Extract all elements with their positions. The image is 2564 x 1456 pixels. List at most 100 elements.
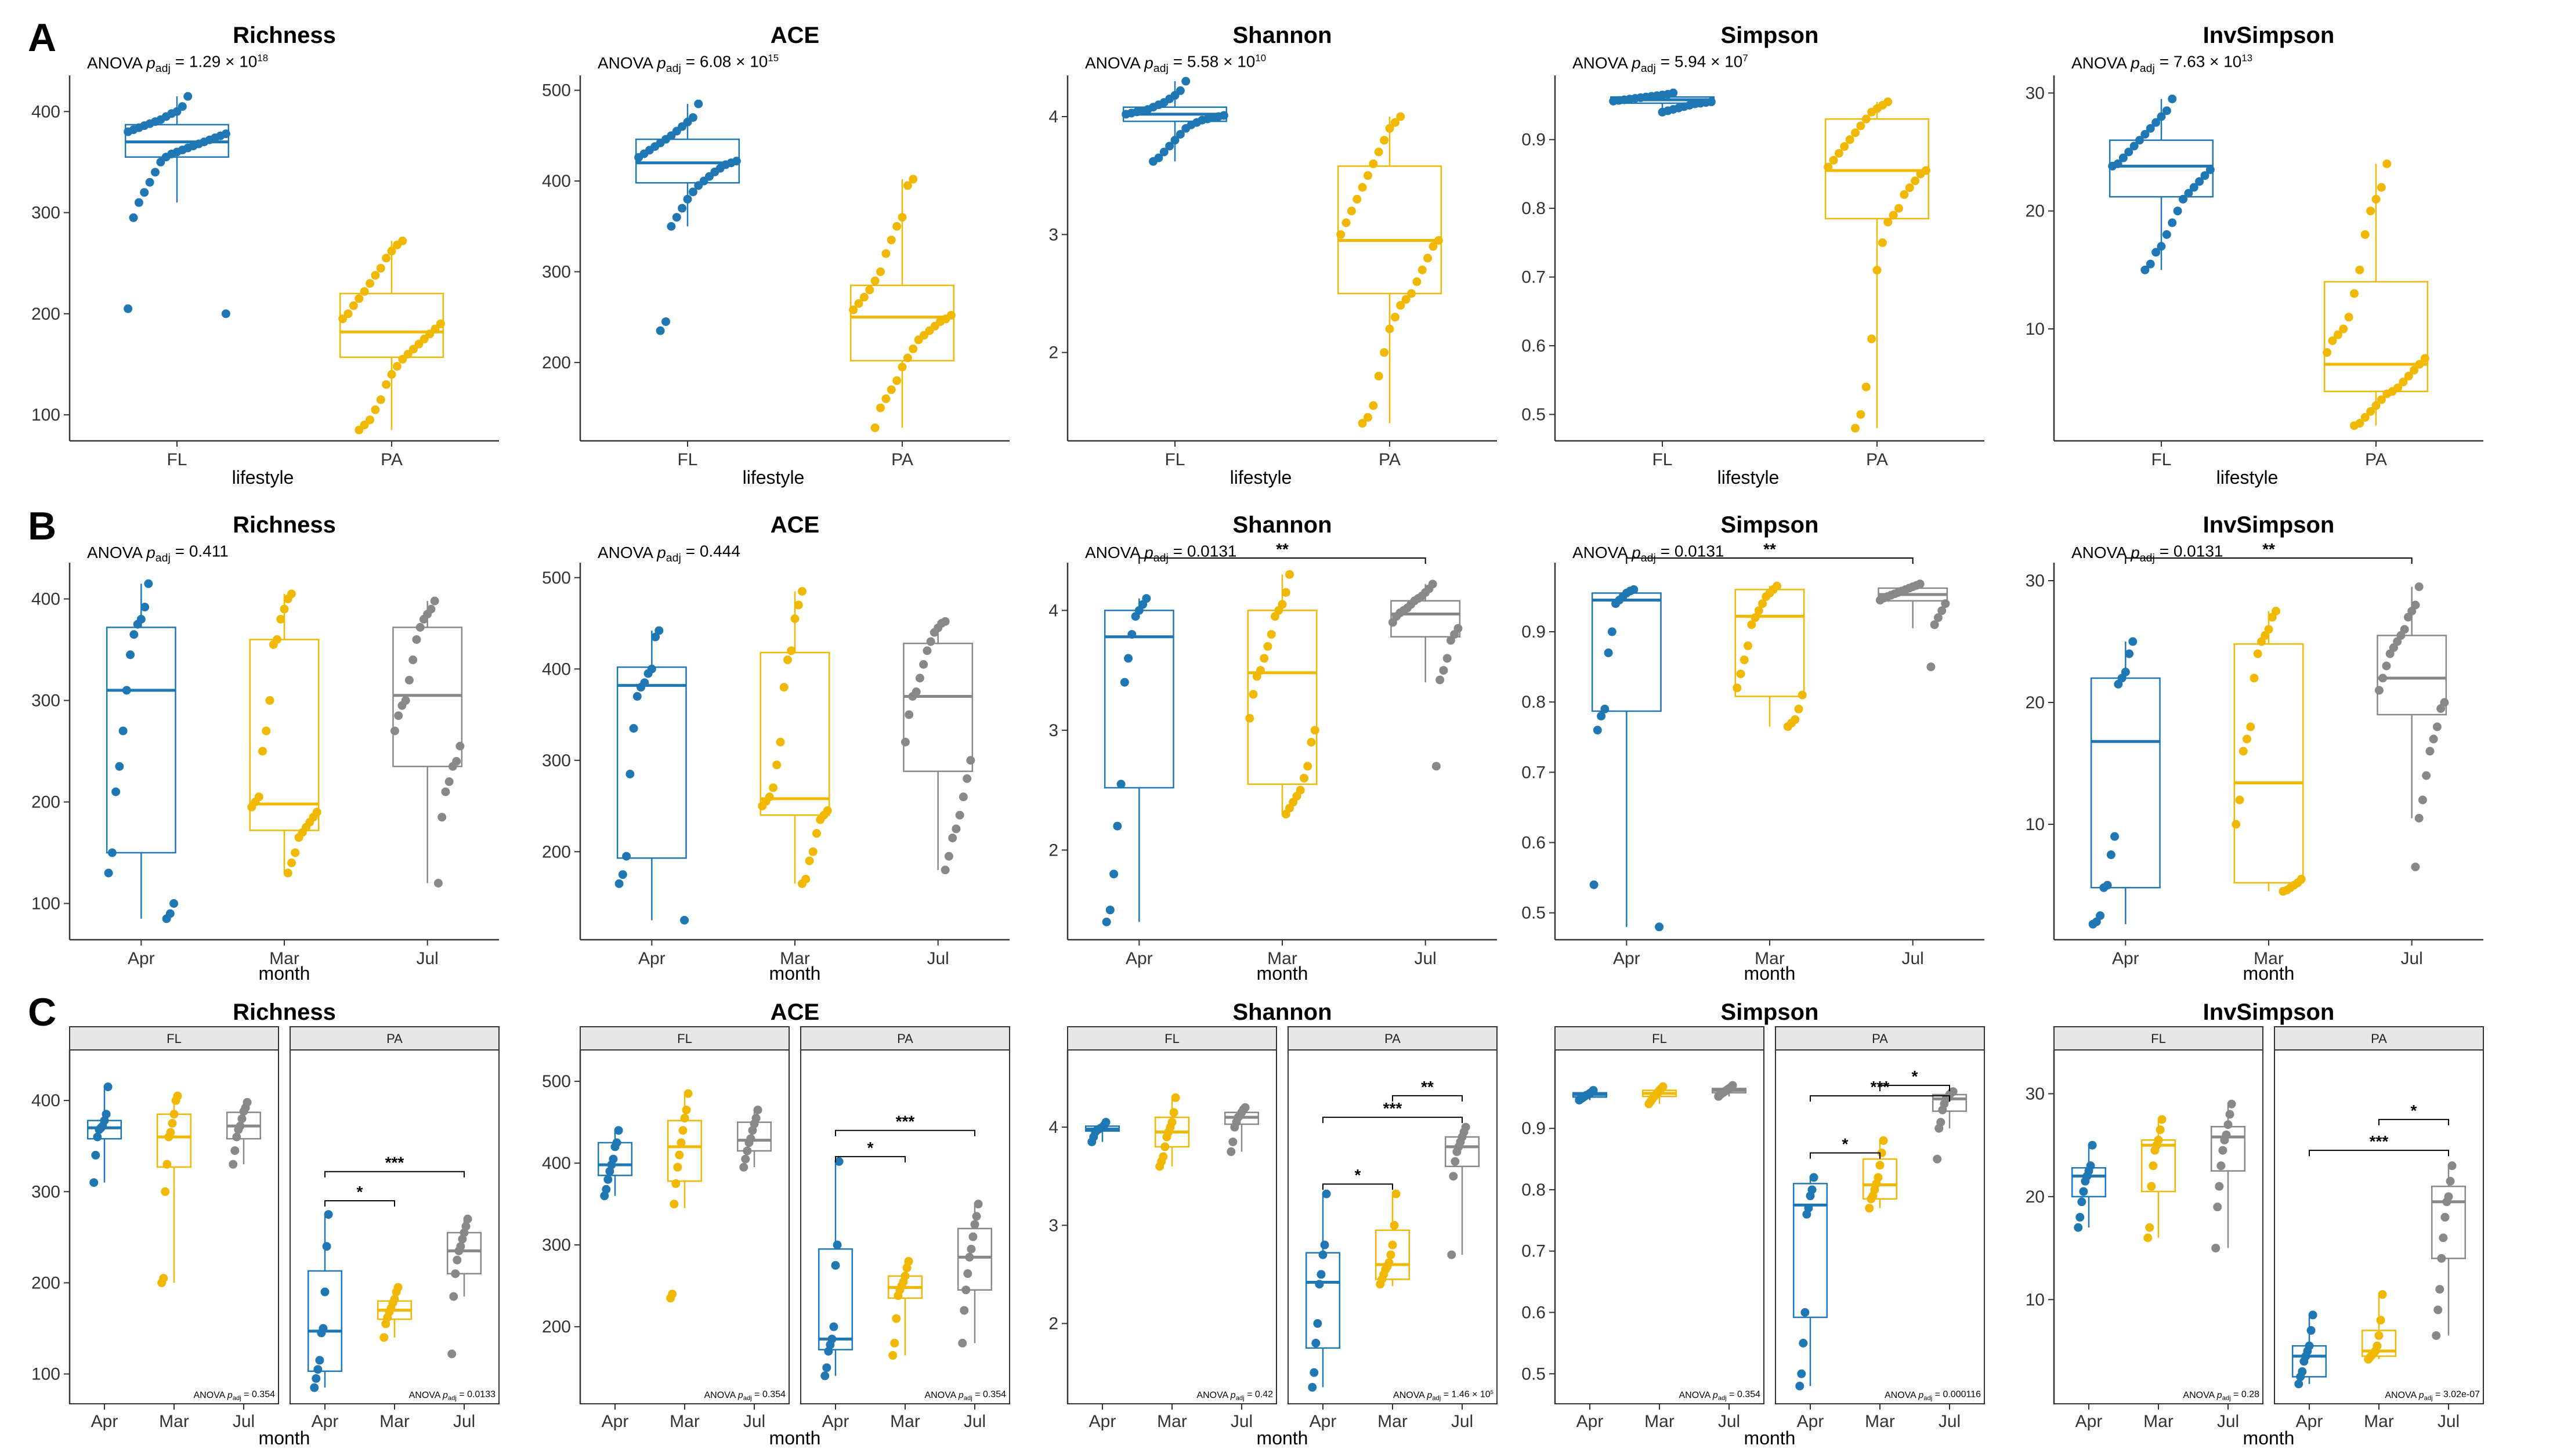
data-point: [1388, 618, 1397, 627]
data-point: [448, 762, 457, 771]
x-tick-label: Jul: [2400, 949, 2422, 968]
data-point: [1165, 142, 1174, 151]
data-point: [156, 157, 165, 166]
data-point: [2296, 1372, 2305, 1381]
y-tick-label: 4: [1048, 1118, 1058, 1137]
significance-bracket: [1810, 1095, 1950, 1102]
data-point: [89, 1178, 99, 1187]
anova-label: ANOVA padj = 3.02e-07: [2385, 1390, 2480, 1402]
data-point: [1794, 704, 1803, 713]
data-point: [2382, 389, 2392, 399]
data-point: [118, 726, 128, 736]
data-point: [2081, 1176, 2090, 1186]
data-point: [903, 353, 912, 363]
data-point: [1941, 599, 1950, 609]
data-point: [2422, 771, 2431, 780]
data-point: [1260, 654, 1269, 663]
data-point: [952, 824, 961, 834]
data-point: [2339, 324, 2348, 334]
data-point: [1429, 242, 1438, 251]
data-point: [371, 405, 380, 414]
chart-title: InvSimpson: [2203, 512, 2335, 538]
y-tick-label: 0.6: [1521, 1303, 1546, 1323]
data-point: [680, 915, 689, 925]
data-point: [1169, 1108, 1178, 1117]
data-point: [743, 1146, 752, 1156]
data-point: [2216, 1161, 2226, 1171]
data-point: [783, 655, 793, 664]
data-point: [941, 865, 950, 875]
data-point: [1228, 1137, 1238, 1146]
y-tick-label: 400: [542, 660, 571, 679]
data-point: [320, 1287, 330, 1296]
significance-bracket: [324, 1171, 465, 1178]
box-B-mar: [2233, 643, 2304, 884]
data-point: [2125, 649, 2134, 658]
data-point: [794, 600, 803, 610]
data-point: [1116, 780, 1126, 789]
chart-c-simpson: Simpson 0.5 0.6 0.7 0.8 0.9 FL ANOVA padj = 0.3…: [1521, 999, 1985, 1448]
data-point: [2238, 747, 2248, 756]
data-point: [829, 1322, 838, 1331]
data-point: [1127, 630, 1137, 639]
data-point: [2147, 1182, 2156, 1191]
data-point: [2088, 919, 2098, 929]
data-point: [680, 1114, 689, 1123]
data-point: [1369, 159, 1378, 168]
data-point: [366, 415, 375, 425]
data-point: [2306, 1326, 2316, 1335]
chart-title: Shannon: [1232, 999, 1332, 1025]
data-point: [1867, 1194, 1876, 1204]
data-point: [1851, 128, 1860, 137]
data-point: [2075, 1212, 2085, 1222]
significance-label: **: [1276, 540, 1289, 558]
significance-label: *: [1355, 1166, 1361, 1184]
y-tick-label: 400: [542, 1154, 571, 1173]
data-point: [122, 686, 131, 695]
y-tick-label: 20: [2026, 693, 2045, 712]
data-point: [1385, 124, 1394, 133]
data-point: [430, 596, 439, 606]
chart-a-shannon: Shannon ANOVA padj = 5.58 × 1010 2 3 4 FL PA li…: [1048, 23, 1497, 488]
data-point: [797, 879, 807, 888]
data-point: [162, 914, 171, 923]
data-point: [360, 287, 369, 296]
chart-title: Richness: [233, 999, 336, 1025]
data-point: [2150, 1146, 2160, 1155]
x-tick-label: Mar: [269, 949, 299, 968]
box-B-apr: [106, 626, 176, 854]
data-point: [605, 1167, 614, 1176]
data-point: [955, 810, 964, 820]
data-point: [387, 247, 396, 256]
data-point: [414, 339, 424, 349]
data-point: [2157, 1115, 2167, 1124]
data-point: [909, 175, 918, 184]
data-point: [2403, 613, 2413, 622]
data-point: [688, 187, 697, 197]
y-tick-label: 0.9: [1521, 131, 1546, 150]
data-point: [283, 868, 292, 878]
data-point: [161, 1187, 170, 1196]
data-point: [675, 1150, 684, 1160]
data-point: [625, 769, 635, 778]
x-tick-label: Mar: [780, 949, 810, 968]
anova-label: ANOVA padj = 5.58 × 1010: [1085, 52, 1266, 74]
data-point: [1388, 1240, 1397, 1249]
significance-label: *: [1842, 1135, 1849, 1153]
chart-a-richness: Richness ANOVA padj = 1.29 × 1018 100 200 30…: [31, 23, 499, 488]
data-point: [310, 1383, 319, 1392]
x-tick-label: Apr: [638, 949, 666, 968]
data-point: [291, 848, 300, 857]
data-point: [1900, 190, 1909, 199]
significance-bracket: [324, 1200, 395, 1207]
data-point: [447, 1349, 457, 1359]
data-point: [629, 724, 638, 733]
facet-strip-label: FL: [1652, 1031, 1667, 1046]
facet-strip: [69, 1026, 279, 1051]
data-point: [387, 370, 396, 379]
y-tick-label: 400: [31, 590, 60, 609]
x-tick-label: Mar: [670, 1412, 700, 1431]
y-tick-label: 0.9: [1521, 1119, 1546, 1138]
